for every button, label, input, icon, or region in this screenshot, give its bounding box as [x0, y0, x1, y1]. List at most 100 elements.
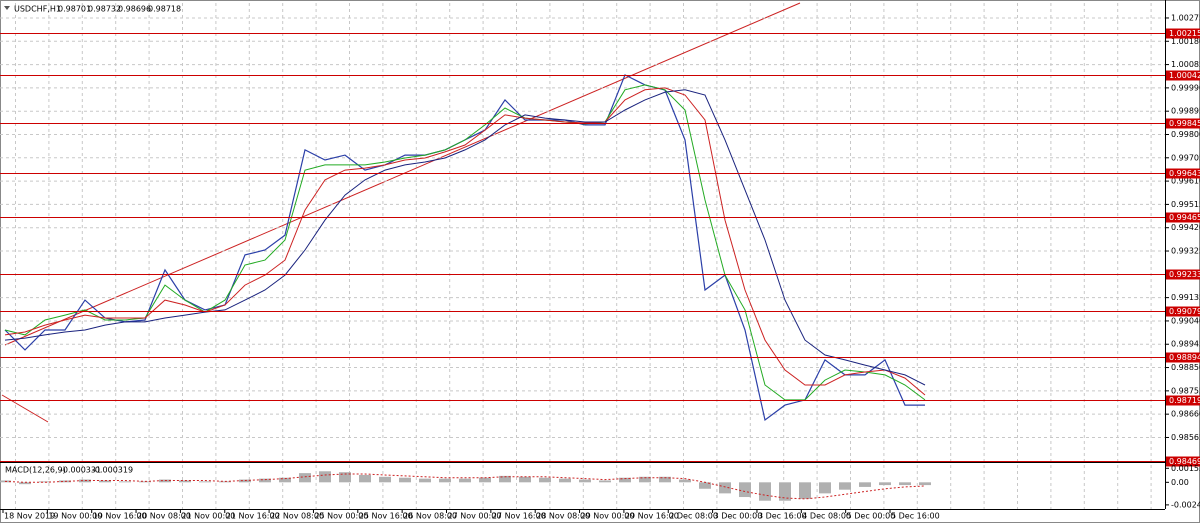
- x-tick-label: 27 Nov 16:00: [492, 512, 546, 521]
- macd-bar: [519, 476, 531, 483]
- ohlc-close: 0.98718: [148, 5, 181, 14]
- macd-bar: [199, 481, 211, 483]
- trend-line: [1, 394, 49, 423]
- level-label: 0.98719: [1169, 396, 1200, 405]
- x-tick-label: 5 Dec 16:00: [891, 512, 940, 521]
- macd-signal: [4, 473, 926, 500]
- moving-average: [4, 84, 926, 401]
- x-tick-label: 22 Nov 08:00: [270, 512, 324, 521]
- macd-bar: [99, 480, 111, 483]
- macd-bar: [639, 476, 651, 483]
- y-tick-label: -0.002453: [1171, 500, 1200, 509]
- macd-bar: [799, 482, 811, 499]
- x-tick-label: 18 Nov 2019: [4, 512, 55, 521]
- macd-bar: [539, 477, 551, 483]
- x-tick-label: 28 Nov 08:00: [536, 512, 590, 521]
- macd-bar: [819, 482, 831, 494]
- macd-title: MACD(12,26,9): [5, 466, 66, 475]
- level-label: 0.99233: [1169, 270, 1200, 279]
- level-label: 0.98894: [1169, 353, 1200, 362]
- macd-bar: [179, 480, 191, 483]
- level-label-box: [1166, 212, 1200, 223]
- macd-bar: [339, 472, 351, 483]
- vertical-grid: [15, 3, 1152, 509]
- y-tick-label: 0.99325: [1171, 247, 1200, 256]
- x-tick-label: 4 Dec 08:00: [802, 512, 851, 521]
- y-tick-label: 0.99135: [1171, 293, 1200, 302]
- level-label-box: [1166, 118, 1200, 129]
- macd-bar: [919, 482, 931, 486]
- x-tick-label: 27 Nov 00:00: [448, 512, 502, 521]
- x-tick-label: 19 Nov 00:00: [48, 512, 102, 521]
- macd-bar: [279, 477, 291, 483]
- level-label-box: [1166, 70, 1200, 81]
- x-tick-label: 3 Dec 16:00: [758, 512, 807, 521]
- y-tick-label: 0.00: [1171, 478, 1189, 487]
- macd-bar: [499, 475, 511, 483]
- x-tick-label: 29 Nov 16:00: [625, 512, 679, 521]
- level-label-box: [1166, 306, 1200, 317]
- chart-title: USDCHF,H1: [14, 5, 61, 14]
- macd-bar: [459, 478, 471, 483]
- macd-bar: [399, 477, 411, 483]
- macd-bar: [619, 477, 631, 483]
- macd-bar: [879, 482, 891, 486]
- level-label-box: [1166, 269, 1200, 280]
- macd-bar: [599, 480, 611, 483]
- level-label: 1.00215: [1169, 29, 1200, 38]
- level-label: 1.00042: [1169, 71, 1200, 80]
- level-label: 0.99643: [1169, 169, 1200, 178]
- level-label-box: [1166, 456, 1200, 467]
- level-label: 0.99079: [1169, 307, 1200, 316]
- x-tick-label: 20 Nov 08:00: [137, 512, 191, 521]
- macd-bar: [859, 482, 871, 487]
- macd-bar: [379, 476, 391, 483]
- macd-bar: [439, 478, 451, 483]
- macd-bar: [899, 482, 911, 486]
- y-tick-label: 0.99895: [1171, 107, 1200, 116]
- menu-icon: [4, 6, 10, 10]
- macd-bar: [479, 477, 491, 483]
- macd-bar: [319, 471, 331, 483]
- macd-bar: [559, 478, 571, 483]
- macd-bar: [259, 478, 271, 483]
- level-label: 0.99845: [1169, 119, 1200, 128]
- y-tick-label: 0.98565: [1171, 433, 1200, 442]
- x-tick-label: 21 Nov 00:00: [181, 512, 235, 521]
- macd-bar: [359, 474, 371, 483]
- x-tick-label: 3 Dec 00:00: [714, 512, 763, 521]
- level-label: 0.99465: [1169, 213, 1200, 222]
- moving-average: [4, 89, 926, 386]
- y-tick-label: 0.99705: [1171, 153, 1200, 162]
- macd-bar: [659, 476, 671, 483]
- macd-bar: [719, 482, 731, 494]
- x-tick-label: 2 Dec 08:00: [669, 512, 718, 521]
- macd-bar: [119, 481, 131, 483]
- x-tick-label: 19 Nov 16:00: [93, 512, 147, 521]
- level-label: 0.98469: [1169, 457, 1200, 466]
- level-label-box: [1166, 395, 1200, 406]
- macd-bar: [699, 482, 711, 489]
- macd-bar: [759, 482, 771, 501]
- ohlc-low: 0.98696: [118, 5, 151, 14]
- level-label-box: [1166, 352, 1200, 363]
- x-tick-label: 21 Nov 16:00: [226, 512, 280, 521]
- y-tick-label: 1.00085: [1171, 60, 1200, 69]
- y-tick-label: 1.00180: [1171, 37, 1200, 46]
- macd-bar: [19, 482, 31, 485]
- ohlc-open: 0.98701: [58, 5, 91, 14]
- ohlc-high: 0.98732: [88, 5, 121, 14]
- macd-signal-value: -0.000319: [92, 466, 133, 475]
- macd-bar: [739, 482, 751, 498]
- moving-average: [4, 87, 926, 396]
- y-tick-label: 0.99515: [1171, 200, 1200, 209]
- x-tick-label: 5 Dec 00:00: [847, 512, 896, 521]
